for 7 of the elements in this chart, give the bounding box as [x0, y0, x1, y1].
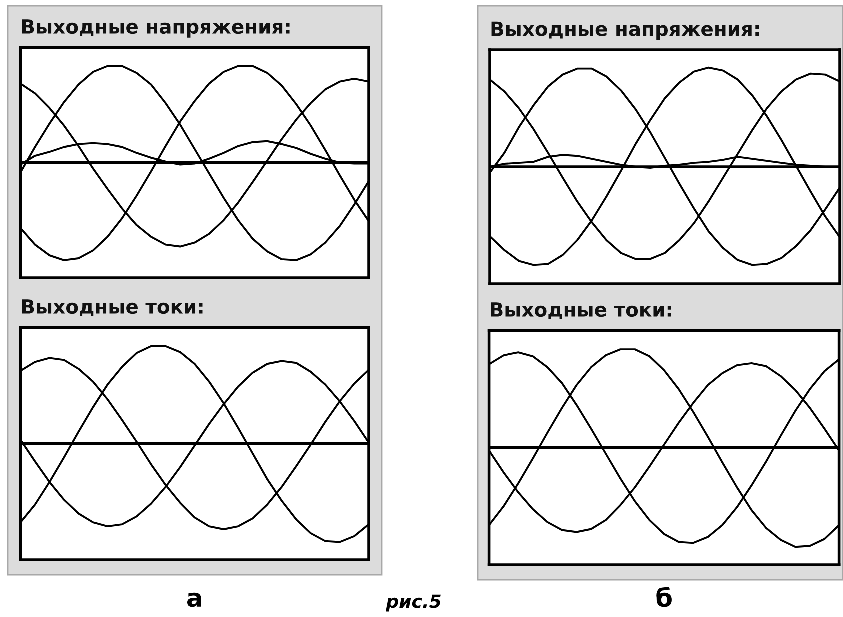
- text: рис.5: [386, 594, 441, 612]
- chart-title: Выходные токи:: [22, 300, 203, 316]
- text: а: [187, 592, 202, 608]
- chart-title: Выходные напряжения:: [22, 20, 290, 38]
- chart-title: Выходные напряжения:: [492, 22, 760, 40]
- chart-title: Выходные токи:: [491, 302, 672, 320]
- text: б: [656, 587, 672, 608]
